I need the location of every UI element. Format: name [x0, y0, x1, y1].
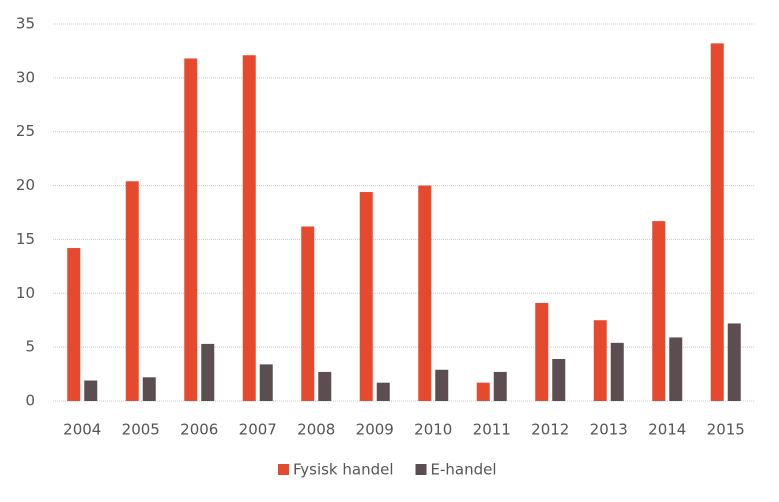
bar [652, 221, 666, 401]
bar [84, 380, 98, 401]
bar [142, 377, 156, 401]
x-tick-label: 2012 [531, 421, 569, 439]
bar [476, 382, 490, 401]
bar [259, 364, 273, 401]
bar [669, 337, 683, 401]
x-tick-label: 2013 [590, 421, 628, 439]
bar [242, 55, 256, 401]
y-tick-label: 5 [25, 338, 35, 356]
x-tick-label: 2004 [63, 421, 101, 439]
bar [493, 371, 507, 401]
bar [376, 382, 390, 401]
y-tick-label: 30 [16, 68, 35, 86]
bar [552, 358, 566, 401]
y-tick-label: 35 [16, 15, 35, 33]
y-tick-label: 0 [25, 392, 35, 410]
legend-label: E-handel [431, 461, 497, 479]
bar [301, 226, 315, 401]
bar [710, 43, 724, 401]
x-tick-label: 2009 [356, 421, 394, 439]
bar [435, 369, 449, 401]
bar [593, 320, 607, 401]
bar [201, 343, 215, 401]
legend-swatch [278, 464, 289, 475]
bar [184, 58, 198, 402]
x-tick-label: 2015 [707, 421, 745, 439]
y-tick-label: 10 [16, 284, 35, 302]
bar [67, 248, 81, 401]
bar [318, 371, 332, 401]
bar [125, 181, 139, 401]
x-tick-label: 2005 [122, 421, 160, 439]
bar [535, 302, 549, 401]
x-tick-label: 2006 [180, 421, 218, 439]
x-tick-label: 2011 [473, 421, 511, 439]
bar [727, 323, 741, 401]
x-tick-label: 2008 [297, 421, 335, 439]
bar [610, 342, 624, 401]
y-tick-label: 25 [16, 122, 35, 140]
x-tick-label: 2014 [648, 421, 686, 439]
x-tick-label: 2007 [239, 421, 277, 439]
y-tick-label: 15 [16, 230, 35, 248]
legend-swatch [415, 464, 427, 475]
legend-label: Fysisk handel [293, 461, 394, 479]
x-tick-label: 2010 [414, 421, 452, 439]
bar [359, 192, 373, 401]
bar [418, 185, 432, 401]
y-tick-label: 20 [16, 176, 35, 194]
